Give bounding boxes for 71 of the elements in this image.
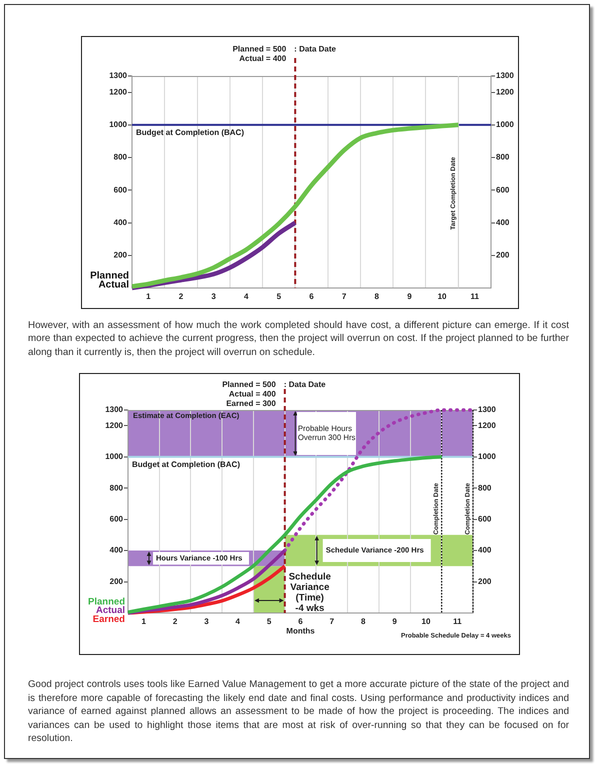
x-tick-label: 3 <box>211 292 216 302</box>
x-tick-label: 8 <box>361 617 366 626</box>
y2-tick-label: 400 <box>478 546 492 555</box>
ref-line-label: : Data Date <box>284 380 326 390</box>
text: Earned = 300 <box>226 399 276 408</box>
x-tick-label: 8 <box>374 292 380 302</box>
series-label: Planned <box>88 596 126 608</box>
y2-tick-label: 1000 <box>478 452 496 462</box>
y-tick-label: 800 <box>114 152 128 162</box>
x-tick-label: 1 <box>146 292 152 302</box>
y2-tick-label: 1000 <box>496 120 514 130</box>
x-tick-label: 9 <box>392 617 398 626</box>
y-tick-label: 800 <box>110 483 124 492</box>
y-tick-label: 200 <box>114 250 128 260</box>
line-series <box>126 455 444 614</box>
x-tick-label: 1 <box>141 617 146 626</box>
y-tick-label: 400 <box>110 546 124 555</box>
ref-line-label: Budget at Completion (BAC) <box>132 460 240 470</box>
y-tick-label: 200 <box>110 576 124 586</box>
x-tick-label: 6 <box>309 292 314 302</box>
y-tick-label: 1200 <box>105 420 124 430</box>
y-tick-label: 1300 <box>105 405 124 414</box>
y2-tick-label: 1200 <box>478 420 496 430</box>
x-axis-title: Months <box>286 626 316 636</box>
y-tick-label: 1000 <box>109 120 128 130</box>
x-tick-label: 11 <box>453 617 462 626</box>
y2-tick-label: 600 <box>496 185 510 194</box>
text: Planned = 500 <box>222 380 276 390</box>
y2-tick-label: 200 <box>496 250 510 260</box>
x-tick-label: 10 <box>438 292 448 302</box>
y2-tick-label: 1200 <box>496 88 514 97</box>
x-tick-label: 7 <box>342 292 347 302</box>
y2-tick-label: 800 <box>478 483 492 492</box>
y-tick-label: 600 <box>110 514 124 524</box>
y-tick-label: 1000 <box>105 452 124 462</box>
series-label: Actual <box>96 605 125 616</box>
text: Actual = 400 <box>228 390 276 399</box>
y-tick-label: 600 <box>114 185 128 194</box>
y-tick-label: 1300 <box>109 71 128 80</box>
x-tick-label: 4 <box>244 292 249 302</box>
text: Actual = 400 <box>239 54 287 64</box>
y2-tick-label: 1300 <box>496 71 514 80</box>
y2-tick-label: 800 <box>496 152 510 162</box>
line-series <box>283 408 475 552</box>
x-tick-label: 3 <box>204 617 210 626</box>
x-tick-label: 2 <box>178 292 184 302</box>
y-tick-label: 1200 <box>109 88 128 97</box>
y2-tick-label: 400 <box>496 218 510 227</box>
ref-line-label: : Data Date <box>294 44 337 54</box>
x-tick-label: 4 <box>236 617 241 626</box>
y2-tick-label: 600 <box>478 514 492 524</box>
y2-tick-label: 1300 <box>478 405 496 414</box>
text: Planned = 500 <box>232 44 287 54</box>
x-tick-label: 2 <box>172 617 178 626</box>
band-label: Schedule Variance (Time) -4 wks <box>288 571 331 614</box>
text: Good project controls uses tools like Earned Value Management to get a more accurate picture of the state of the project and is therefore more capable of forecasting the likely end date and final costs. Using performance and productivity indices and variance of earned against planned allows an assessment to be made of how the project is proceeding. The indices and variances can be used to highlight those items that are most at risk of over-running so that they can be focused on for resolution. <box>28 678 569 746</box>
series-label: Actual <box>98 279 130 290</box>
x-tick-label: 10 <box>422 617 431 626</box>
x-tick-label: 9 <box>407 292 412 302</box>
x-tick-label: 6 <box>298 617 304 626</box>
series-label: Planned <box>90 270 129 282</box>
x-tick-label: 11 <box>470 292 480 302</box>
x-tick-label: 7 <box>330 617 335 626</box>
y2-tick-label: 200 <box>478 576 492 586</box>
ref-line-label: Budget at Completion (BAC) <box>136 128 244 138</box>
series-label: Earned <box>92 614 126 626</box>
text: However, with an assessment of how much the work completed should have cost, a different picture can emerge. If it cost more than expected to achieve the current progress, then the project will overrun on cost. If the project planned to be further along than it currently is, then the project will overrun on schedule. <box>28 318 569 360</box>
x-tick-label: 5 <box>266 617 272 626</box>
y-tick-label: 400 <box>114 218 128 227</box>
line-series <box>130 122 461 289</box>
x-tick-label: 5 <box>276 292 282 302</box>
